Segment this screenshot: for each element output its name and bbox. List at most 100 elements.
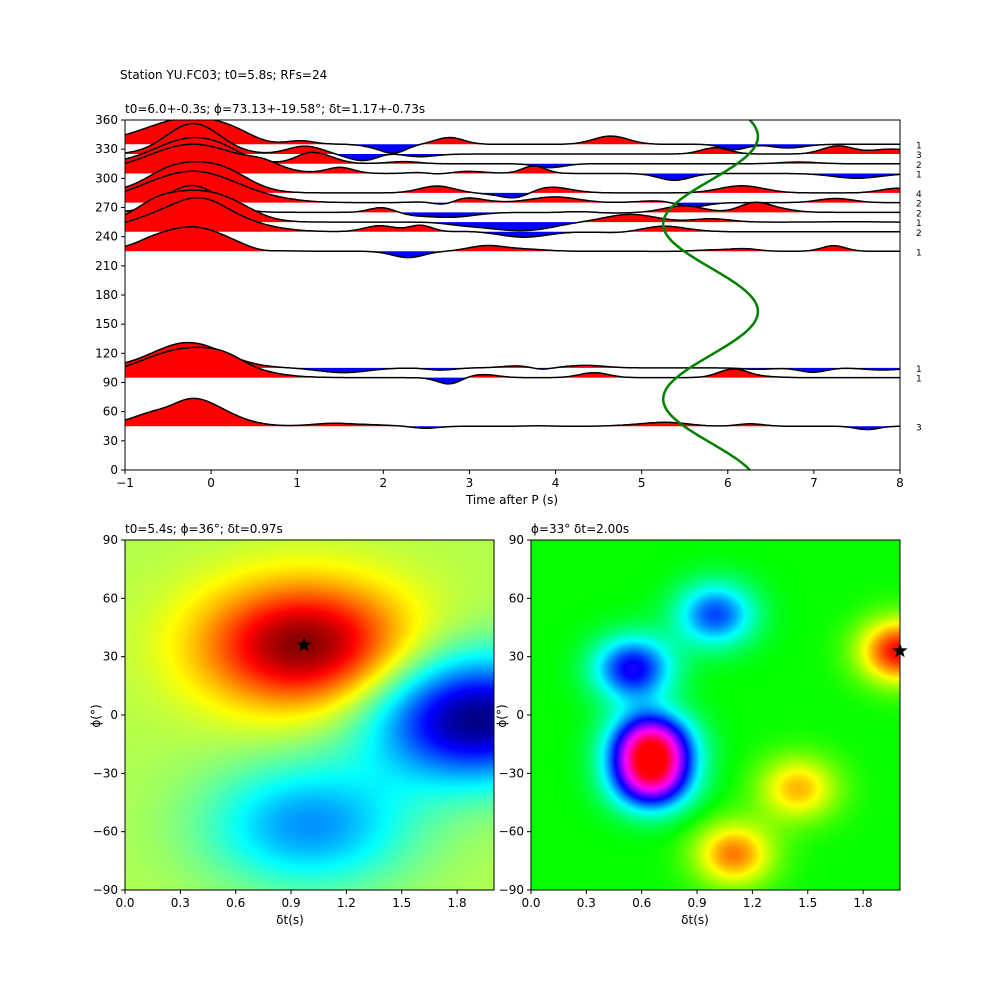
bottom-left-title: t0=5.4s; ϕ=36°; δt=0.97s — [125, 522, 283, 536]
y-tick-label: 210 — [95, 259, 118, 273]
x-tick-label: 7 — [810, 476, 818, 490]
trace-count-label: 3 — [916, 423, 922, 433]
x-tick-label: 1.5 — [798, 896, 817, 910]
y-tick-label: 0 — [110, 708, 118, 722]
top-panel-title: t0=6.0+-0.3s; ϕ=73.13+-19.58°; δt=1.17+-… — [125, 102, 425, 116]
x-tick-label: 1.5 — [392, 896, 411, 910]
y-tick-label: 240 — [95, 230, 118, 244]
y-tick-label: 60 — [509, 591, 524, 605]
trace-count-label: 1 — [916, 141, 922, 151]
bottom-right-heatmap — [531, 540, 900, 890]
trace-count-label: 1 — [916, 365, 922, 375]
y-tick-label: 60 — [103, 405, 118, 419]
x-tick-label: 8 — [896, 476, 904, 490]
trace-line — [125, 160, 900, 199]
y-tick-label: −60 — [499, 825, 524, 839]
x-tick-label: 3 — [466, 476, 474, 490]
x-tick-label: 2 — [380, 476, 388, 490]
trace-fill-positive — [125, 120, 900, 145]
trace-fill-negative — [125, 202, 900, 207]
trace-fill-negative — [125, 367, 900, 373]
trace-fill-negative — [125, 251, 900, 258]
y-tick-label: 300 — [95, 171, 118, 185]
y-tick-label: 0 — [516, 708, 524, 722]
trace-line — [125, 143, 900, 182]
y-tick-label: 60 — [103, 591, 118, 605]
x-tick-label: 0 — [207, 476, 215, 490]
predicted-delay-curve — [661, 120, 760, 470]
x-tick-label: 0.3 — [577, 896, 596, 910]
y-tick-label: 90 — [103, 376, 118, 390]
trace-count-label: 1 — [916, 248, 922, 258]
x-tick-label: −1 — [116, 476, 134, 490]
trace-line — [125, 170, 900, 208]
y-tick-label: 90 — [509, 533, 524, 547]
y-tick-label: 120 — [95, 346, 118, 360]
trace-fill-negative — [125, 173, 900, 181]
bottom-right-ylabel: ϕ(°) — [495, 704, 509, 727]
x-tick-label: 1.8 — [854, 896, 873, 910]
trace-fill-positive — [125, 226, 900, 252]
x-tick-label: 1.8 — [448, 896, 467, 910]
top-xlabel: Time after P (s) — [465, 493, 558, 507]
x-tick-label: 1 — [293, 476, 301, 490]
y-tick-label: 180 — [95, 288, 118, 302]
bottom-left-heatmap — [125, 540, 494, 890]
y-tick-label: −60 — [93, 825, 118, 839]
trace-line — [125, 341, 900, 374]
bottom-right-xlabel: δt(s) — [681, 913, 709, 927]
trace-line — [125, 397, 900, 431]
trace-line — [125, 226, 900, 259]
bottom-left-xlabel: δt(s) — [276, 913, 304, 927]
best-fit-star-marker — [892, 642, 908, 658]
receiver-function-panel: t0=6.0+-0.3s; ϕ=73.13+-19.58°; δt=1.17+-… — [95, 102, 922, 507]
trace-count-label: 1 — [916, 219, 922, 229]
trace-fill-negative — [125, 192, 900, 198]
trace-count-label: 1 — [916, 170, 922, 180]
trace-count-label: 1 — [916, 375, 922, 385]
x-tick-label: 0.0 — [521, 896, 540, 910]
trace-fill-negative — [125, 222, 900, 231]
y-tick-label: 330 — [95, 142, 118, 156]
grid-search-panel-right: ϕ=33° δt=2.00s 0.0 0.3 0.6 0.9 1.2 1.5 1.8 −90 −… — [495, 522, 908, 927]
trace-count-label: 2 — [916, 200, 922, 210]
y-tick-label: 270 — [95, 201, 118, 215]
y-tick-label: 30 — [509, 650, 524, 664]
x-tick-label: 0.6 — [632, 896, 651, 910]
y-tick-label: 30 — [103, 434, 118, 448]
x-tick-label: 0.3 — [171, 896, 190, 910]
x-tick-label: 4 — [552, 476, 560, 490]
y-tick-label: −90 — [499, 883, 524, 897]
trace-count-label: 2 — [916, 209, 922, 219]
trace-line — [125, 346, 900, 385]
x-tick-label: 5 — [638, 476, 646, 490]
y-tick-label: 360 — [95, 113, 118, 127]
x-tick-label: 0.6 — [226, 896, 245, 910]
trace-line — [125, 196, 900, 238]
x-tick-label: 6 — [724, 476, 732, 490]
trace-fill-positive — [125, 137, 900, 164]
y-tick-label: 30 — [103, 650, 118, 664]
trace-count-label: 4 — [916, 190, 922, 200]
y-tick-label: −90 — [93, 883, 118, 897]
y-tick-label: 90 — [103, 533, 118, 547]
x-tick-label: 0.9 — [688, 896, 707, 910]
trace-fill-negative — [125, 231, 900, 238]
trace-line — [125, 120, 900, 154]
best-fit-star-marker — [296, 637, 312, 652]
x-tick-label: 0.9 — [282, 896, 301, 910]
x-tick-label: 1.2 — [743, 896, 762, 910]
y-tick-label: 150 — [95, 317, 118, 331]
x-tick-label: 0.0 — [115, 896, 134, 910]
trace-count-label: 2 — [916, 161, 922, 171]
trace-line — [125, 122, 900, 162]
bottom-left-ylabel: ϕ(°) — [89, 704, 103, 727]
bottom-right-title: ϕ=33° δt=2.00s — [531, 522, 629, 536]
y-tick-label: −30 — [499, 766, 524, 780]
trace-fill-positive — [125, 398, 900, 427]
trace-fill-negative — [125, 377, 900, 384]
trace-fill-positive — [125, 347, 900, 378]
y-tick-label: −30 — [93, 766, 118, 780]
y-tick-label: 0 — [110, 463, 118, 477]
